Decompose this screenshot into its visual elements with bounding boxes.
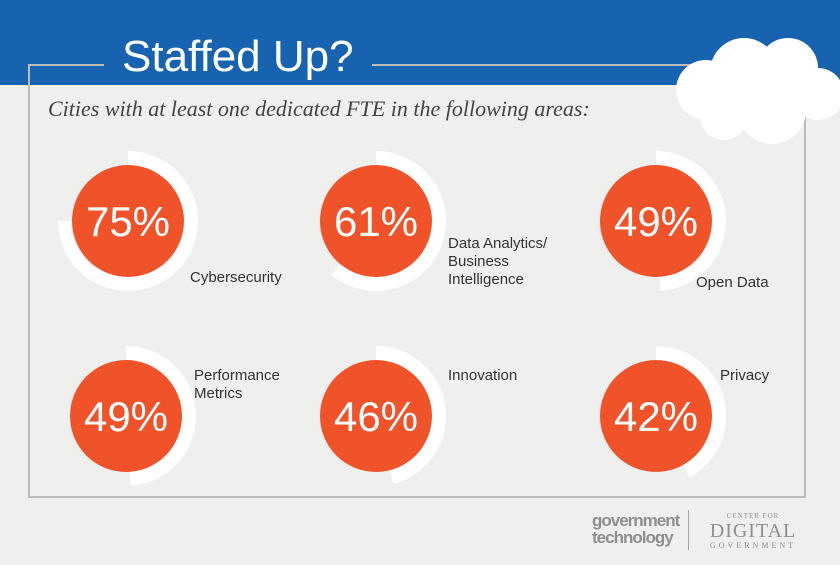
logo-cdg-bottom: GOVERNMENT — [710, 541, 796, 550]
logo-gt-line2: technology — [592, 528, 674, 547]
content-frame — [28, 64, 806, 498]
category-label: Performance Metrics — [194, 367, 280, 402]
chart-subtitle: Cities with at least one dedicated FTE i… — [48, 96, 590, 121]
page-title: Staffed Up? — [104, 30, 372, 84]
value-label: 49% — [614, 198, 698, 245]
category-label: Open Data — [696, 274, 769, 291]
category-label: Data Analytics/Business Intelligence — [448, 235, 548, 288]
logo-cdg-main: DIGITAL — [709, 520, 797, 542]
value-label: 42% — [614, 393, 698, 440]
percent-circle — [72, 165, 184, 277]
government-technology-logo: government technology — [592, 511, 680, 552]
category-label: Privacy — [720, 367, 770, 384]
percent-circle — [320, 165, 432, 277]
value-label: 61% — [334, 198, 418, 245]
value-label: 75% — [86, 198, 170, 245]
center-digital-government-logo: CENTER FOR DIGITAL GOVERNMENT — [698, 512, 808, 552]
cloud-icon — [676, 38, 840, 144]
category-label: Innovation — [448, 367, 517, 384]
percent-circle — [320, 360, 432, 472]
percent-circle — [600, 165, 712, 277]
value-label: 49% — [84, 393, 168, 440]
logo-gt-line1: government — [592, 511, 680, 530]
percent-circle — [600, 360, 712, 472]
value-label: 46% — [334, 393, 418, 440]
percent-circle — [70, 360, 182, 472]
logo-divider — [688, 510, 689, 550]
logo-cdg-top: CENTER FOR — [726, 512, 780, 520]
category-label: Cybersecurity — [190, 269, 282, 286]
